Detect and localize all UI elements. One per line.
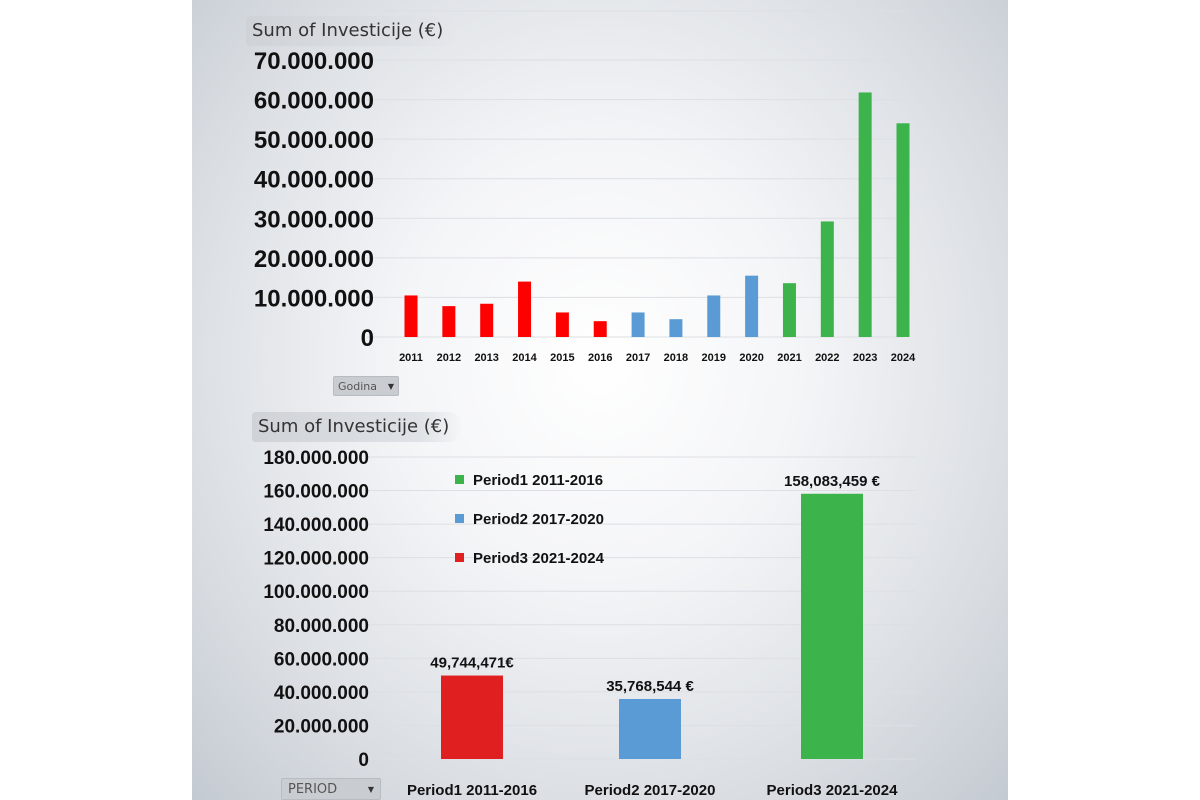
godina-filter-label: Godina (338, 379, 378, 393)
chart1-bar-2015 (555, 312, 569, 337)
chart1-bar-2023 (858, 92, 872, 337)
chart1-xtick-label: 2016 (588, 352, 612, 364)
charts-panel: Sum of Investicije (€) 0 10.000.000 20.000… (192, 0, 1008, 800)
chart1-title: Sum of Investicije (€) (246, 16, 458, 46)
chart1-ytick-label: 30.000.000 (254, 206, 374, 233)
chart1-bar-2020 (745, 275, 759, 337)
chart2-period-investments: 0 20.000.000 40.000.000 60.000.000 80.000.00… (263, 448, 916, 799)
chart2-ytick-label: 60.000.000 (274, 649, 369, 670)
chart1-xtick-label: 2011 (399, 352, 423, 364)
chart2-ytick-label: 160.000.000 (263, 482, 369, 503)
chart1-bar-2022 (820, 221, 834, 337)
chart1-ytick-label: 70.000.000 (254, 48, 374, 75)
chart1-ytick-label: 20.000.000 (254, 246, 374, 273)
chart1-xtick-label: 2015 (550, 352, 574, 364)
chart1-xtick-label: 2019 (702, 352, 726, 364)
chart1-ytick-label: 50.000.000 (254, 127, 374, 154)
chart2-bar-period2 (619, 698, 681, 759)
chart1-xtick-label: 2024 (891, 352, 916, 364)
chart1-bar-2018 (669, 319, 683, 337)
chart2-legend-label: Period3 2021-2024 (473, 550, 605, 567)
chart2-ytick-label: 40.000.000 (274, 683, 369, 704)
chart2-legend-swatch (455, 475, 464, 484)
chart2-data-label: 35,768,544 € (606, 678, 694, 695)
chart2-data-label: 49,744,471€ (430, 655, 514, 672)
chart2-legend-label: Period2 2017-2020 (473, 511, 604, 528)
chart1-bar-2012 (442, 306, 456, 337)
chart2-legend-swatch (455, 553, 464, 562)
chevron-down-icon: ▼ (387, 381, 394, 391)
chart1-yearly-investments: 0 10.000.000 20.000.000 30.000.000 40.000.00… (254, 10, 916, 364)
chart2-data-label: 158,083,459 € (784, 473, 881, 490)
chart1-ytick-label: 0 (361, 325, 374, 352)
chart2-ytick-label: 80.000.000 (274, 616, 369, 637)
chart1-bar-2011 (404, 295, 418, 337)
chart1-ytick-label: 10.000.000 (254, 285, 374, 312)
chart1-bar-2017 (631, 312, 645, 337)
chart2-ytick-label: 20.000.000 (274, 716, 369, 737)
chart2-xtick-label: Period1 2011-2016 (407, 782, 537, 799)
chart1-xtick-label: 2013 (474, 352, 498, 364)
chart2-bar-period1 (441, 675, 503, 759)
chart1-bar-2021 (782, 283, 796, 337)
chart1-xtick-label: 2017 (626, 352, 650, 364)
chart2-legend-label: Period1 2011-2016 (473, 472, 603, 489)
chart1-bar-2016 (593, 321, 607, 337)
period-filter-dropdown[interactable]: PERIOD ▼ (281, 778, 381, 800)
chart2-xtick-label: Period2 2017-2020 (585, 782, 716, 799)
chart2-legend-swatch (455, 514, 464, 523)
chart2-bar-period3 (801, 493, 863, 759)
chart1-xtick-label: 2022 (815, 352, 839, 364)
chart2-ytick-label: 100.000.000 (263, 582, 369, 603)
chart2-ytick-label: 120.000.000 (263, 549, 369, 570)
chart1-bar-2014 (518, 281, 532, 337)
chart2-ytick-label: 180.000.000 (263, 448, 369, 469)
chart1-xtick-label: 2023 (853, 352, 877, 364)
chart1-ytick-label: 60.000.000 (254, 88, 374, 115)
chart2-ytick-label: 0 (358, 750, 369, 771)
chart1-bar-2013 (480, 303, 494, 337)
chart2-title: Sum of Investicije (€) (252, 412, 464, 442)
chart1-bar-2024 (896, 123, 910, 337)
godina-filter-dropdown[interactable]: Godina ▼ (333, 376, 399, 396)
chart1-xtick-label: 2014 (512, 352, 537, 364)
chart1-bar-2019 (707, 295, 721, 337)
chart1-xtick-label: 2018 (664, 352, 688, 364)
chart2-xtick-label: Period3 2021-2024 (767, 782, 899, 799)
chart1-xtick-label: 2012 (437, 352, 461, 364)
chart1-ytick-label: 40.000.000 (254, 167, 374, 194)
period-filter-label: PERIOD (288, 781, 338, 797)
chart1-xtick-label: 2020 (739, 352, 763, 364)
chevron-down-icon: ▼ (367, 784, 374, 794)
chart1-xtick-label: 2021 (777, 352, 801, 364)
chart2-ytick-label: 140.000.000 (263, 515, 369, 536)
